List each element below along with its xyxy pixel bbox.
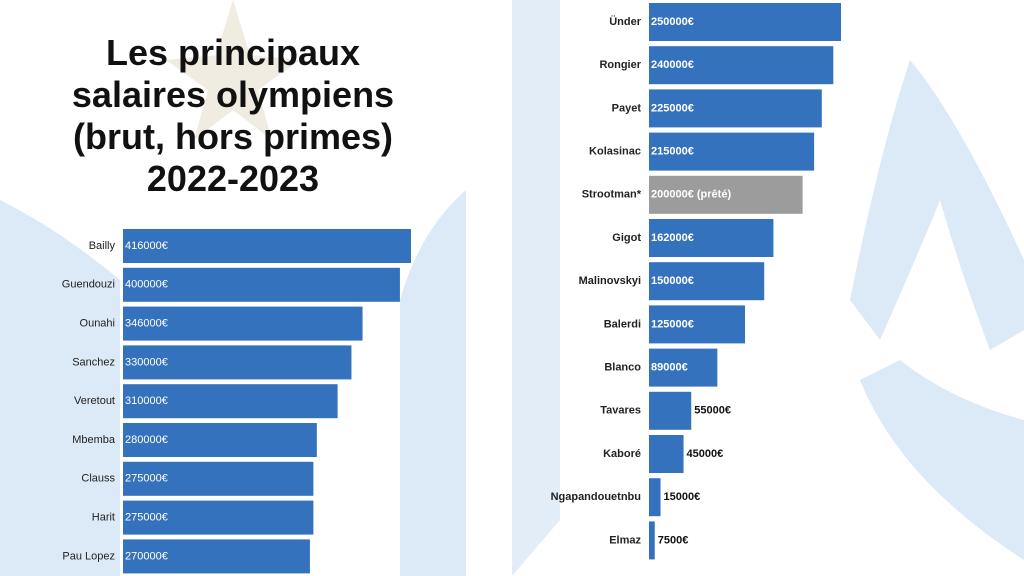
bar bbox=[649, 132, 815, 171]
category-label: Ünder bbox=[609, 15, 642, 28]
bar bbox=[123, 461, 314, 496]
bar bbox=[123, 384, 338, 419]
bar bbox=[649, 46, 834, 85]
bar bbox=[649, 521, 655, 560]
value-label: 250000€ bbox=[651, 16, 694, 28]
category-label: Malinovskyi bbox=[579, 275, 641, 287]
value-label: 330000€ bbox=[125, 356, 168, 368]
value-label: 55000€ bbox=[694, 405, 731, 417]
bar bbox=[649, 391, 692, 430]
value-label: 7500€ bbox=[658, 534, 689, 546]
category-label: Rongier bbox=[599, 59, 641, 71]
bar bbox=[649, 219, 774, 257]
value-label: 15000€ bbox=[664, 491, 701, 503]
value-label: 400000€ bbox=[125, 279, 168, 291]
bar bbox=[123, 345, 352, 380]
category-label: Pau Lopez bbox=[62, 550, 115, 562]
bar bbox=[649, 89, 822, 128]
bar bbox=[649, 175, 803, 214]
bar bbox=[123, 306, 363, 341]
category-label: Tavares bbox=[600, 405, 641, 417]
bar bbox=[123, 423, 317, 457]
value-label: 162000€ bbox=[651, 232, 694, 244]
category-label: Clauss bbox=[81, 473, 115, 485]
category-label: Kolasinac bbox=[589, 146, 641, 158]
category-label: Mbemba bbox=[72, 434, 116, 446]
category-label: Balerdi bbox=[604, 318, 641, 330]
value-label: 346000€ bbox=[125, 318, 168, 330]
value-label: 280000€ bbox=[125, 434, 168, 446]
value-label: 125000€ bbox=[651, 318, 694, 330]
bar bbox=[123, 500, 314, 535]
category-label: Guendouzi bbox=[62, 279, 115, 291]
bar bbox=[649, 478, 661, 517]
category-label: Strootman* bbox=[582, 189, 642, 201]
category-label: Gigot bbox=[612, 232, 641, 244]
value-label: 89000€ bbox=[651, 362, 688, 374]
category-label: Blanco bbox=[604, 362, 641, 374]
category-label: Elmaz bbox=[609, 534, 641, 546]
bar bbox=[649, 262, 765, 301]
bar bbox=[649, 348, 718, 387]
value-label: 416000€ bbox=[125, 240, 168, 252]
value-label: 200000€ (prêté) bbox=[651, 189, 731, 201]
value-label: 270000€ bbox=[125, 550, 168, 562]
value-label: 225000€ bbox=[651, 102, 694, 114]
category-label: Veretout bbox=[74, 395, 115, 407]
bar bbox=[123, 229, 411, 263]
value-label: 240000€ bbox=[651, 59, 694, 71]
category-label: Sanchez bbox=[72, 356, 115, 368]
bar bbox=[123, 267, 400, 302]
category-label: Payet bbox=[612, 102, 642, 114]
bar bbox=[649, 3, 841, 41]
value-label: 150000€ bbox=[651, 275, 694, 287]
value-label: 215000€ bbox=[651, 146, 694, 158]
value-label: 45000€ bbox=[687, 448, 724, 460]
category-label: Kaboré bbox=[603, 448, 641, 460]
value-label: 275000€ bbox=[125, 512, 168, 524]
bar bbox=[123, 539, 310, 574]
category-label: Harit bbox=[92, 512, 115, 524]
bar bbox=[649, 435, 684, 473]
value-label: 310000€ bbox=[125, 395, 168, 407]
value-label: 275000€ bbox=[125, 473, 168, 485]
category-label: Ngapandouetnbu bbox=[551, 491, 641, 503]
chart-title: Les principaux salaires olympiens (brut,… bbox=[71, 32, 395, 199]
category-label: Bailly bbox=[89, 240, 116, 252]
category-label: Ounahi bbox=[80, 318, 115, 330]
bar bbox=[649, 305, 745, 344]
